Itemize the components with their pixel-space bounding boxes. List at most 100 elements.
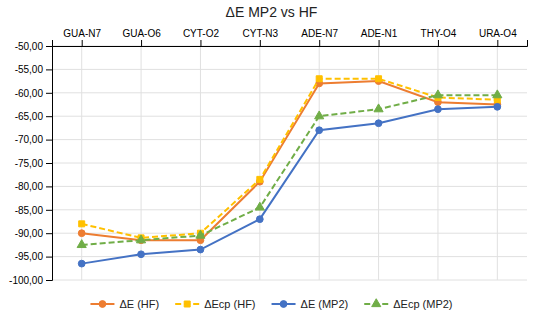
x-tick-label: THY-O4: [421, 28, 457, 39]
legend-label: ΔEcp (MP2): [393, 298, 452, 310]
point: [376, 76, 382, 82]
y-tick: -80,00: [15, 181, 52, 192]
y-tick-label: -50,00: [15, 41, 44, 52]
x-tick-label: URA-O4: [479, 28, 517, 39]
series: [77, 90, 502, 248]
y-tick-mark: [46, 163, 52, 164]
marks: [77, 76, 502, 267]
plot-area: -100,00-95,00-90,00-85,00-80,00-75,00-70…: [9, 28, 527, 286]
legend-marker: [280, 301, 287, 308]
x-tick-label: ADE-N1: [361, 28, 398, 39]
y-tick: -75,00: [15, 158, 52, 169]
y-tick-mark: [46, 210, 52, 211]
x-tick: THY-O4: [421, 28, 457, 46]
grid-line-y: [52, 209, 527, 210]
y-tick-label: -75,00: [15, 158, 44, 169]
x-tick-label: ADE-N7: [301, 28, 338, 39]
y-tick-label: -95,00: [15, 251, 44, 262]
grid-line-y: [52, 92, 527, 93]
legend-label: ΔE (MP2): [301, 298, 349, 310]
y-tick-label: -65,00: [15, 111, 44, 122]
x-tick: ADE-N1: [361, 28, 398, 46]
grid-line-x: [141, 46, 142, 280]
y-tick: -50,00: [15, 41, 52, 52]
point: [315, 111, 324, 119]
series-line: [82, 95, 498, 245]
point: [374, 104, 383, 112]
point: [137, 235, 146, 243]
x-tick-label: GUA-N7: [63, 28, 101, 39]
y-tick-mark: [46, 69, 52, 70]
y-tick: -100,00: [9, 275, 52, 286]
legend-marker: [372, 299, 381, 307]
grid-line-y: [52, 69, 527, 70]
grid-line-x: [200, 46, 201, 280]
x-tick-mark: [379, 40, 380, 46]
x-tick: CYT-O2: [183, 28, 220, 46]
grid-line-y: [52, 139, 527, 140]
point: [316, 76, 322, 82]
y-axis: -100,00-95,00-90,00-85,00-80,00-75,00-70…: [9, 41, 52, 286]
point: [197, 246, 204, 253]
x-tick-mark: [438, 40, 439, 46]
point: [435, 106, 442, 113]
point: [256, 216, 263, 223]
x-tick-label: GUA-O6: [122, 28, 161, 39]
x-axis-line: [53, 40, 528, 47]
title: ΔE MP2 vs HF: [226, 4, 318, 20]
point: [494, 103, 501, 110]
series-line: [82, 107, 498, 264]
y-tick-mark: [46, 233, 52, 234]
legend-marker: [184, 301, 190, 307]
y-tick-label: -60,00: [15, 88, 44, 99]
point: [493, 90, 502, 98]
y-tick-label: -85,00: [15, 205, 44, 216]
y-axis-line: [46, 47, 53, 281]
y-tick: -55,00: [15, 64, 52, 75]
x-tick-label: CYT-N3: [243, 28, 279, 39]
point: [77, 240, 86, 248]
x-tick-mark: [260, 40, 261, 46]
grid-line-y: [52, 116, 527, 117]
y-tick-mark: [46, 46, 52, 47]
x-axis: GUA-N7 GUA-O6 CYT-O2 CYT-N3 ADE-N7 ADE-N1 THY-…: [53, 28, 528, 47]
y-tick-label: -55,00: [15, 64, 44, 75]
y-tick-label: -80,00: [15, 181, 44, 192]
point: [79, 221, 85, 227]
point: [255, 202, 264, 210]
x-tick: ADE-N7: [301, 28, 338, 46]
legend-item: ΔEcp (HF): [175, 298, 255, 310]
point: [433, 90, 442, 98]
series: [78, 78, 500, 244]
y-tick: -95,00: [15, 251, 52, 262]
y-tick-label: -70,00: [15, 134, 44, 145]
legend: ΔE (HF) ΔEcp (HF) ΔE (MP2) ΔEcp (MP2): [90, 298, 452, 310]
y-tick-mark: [46, 116, 52, 117]
y-tick: -70,00: [15, 134, 52, 145]
point: [138, 251, 145, 258]
y-tick-mark: [46, 93, 52, 94]
grid-line-x: [259, 46, 260, 280]
x-tick-label: CYT-O2: [183, 28, 220, 39]
legend-label: ΔEcp (HF): [204, 298, 255, 310]
point: [196, 230, 205, 238]
legend-label: ΔE (HF): [119, 298, 159, 310]
x-tick-mark: [141, 40, 142, 46]
point: [316, 127, 323, 134]
grid-line-x: [437, 46, 438, 280]
grid-line-y: [52, 233, 527, 234]
series: [78, 103, 500, 267]
y-tick-mark: [46, 186, 52, 187]
x-tick-mark: [82, 40, 83, 46]
grid-line-y: [52, 280, 527, 281]
legend-item: ΔE (HF): [90, 298, 159, 310]
y-tick-mark: [46, 140, 52, 141]
x-tick: GUA-N7: [63, 28, 101, 46]
series-line: [82, 79, 498, 238]
x-tick-mark: [319, 40, 320, 46]
legend-marker: [99, 301, 106, 308]
x-tick: GUA-O6: [122, 28, 161, 46]
x-tick: URA-O4: [479, 28, 517, 46]
point: [78, 230, 85, 237]
y-tick: -65,00: [15, 111, 52, 122]
